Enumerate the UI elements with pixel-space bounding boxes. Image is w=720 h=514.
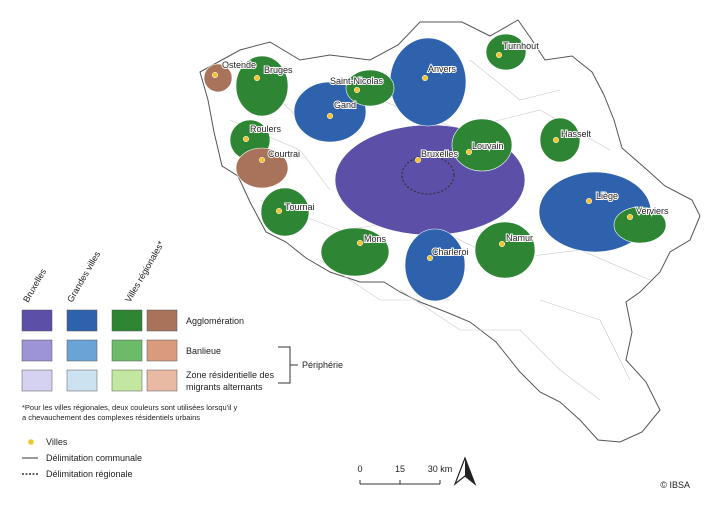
urban-zone bbox=[203, 63, 233, 93]
urban-zone bbox=[320, 227, 390, 277]
legend-swatch bbox=[146, 369, 178, 392]
scale-label: 0 bbox=[357, 464, 362, 474]
legend-swatch bbox=[21, 369, 53, 392]
legend-column-header: Villes régionales* bbox=[123, 239, 166, 304]
city-label: Turnhout bbox=[503, 41, 539, 51]
legend-row-label: Zone résidentielle des migrants alternant… bbox=[186, 370, 275, 392]
urban-zone bbox=[539, 117, 581, 163]
city-label: Ostende bbox=[222, 60, 256, 70]
legend: Bruxelles Grandes villes Villes régionales… bbox=[21, 239, 343, 479]
city-dot bbox=[421, 74, 429, 82]
city-dot bbox=[426, 254, 434, 262]
urban-zone bbox=[260, 187, 310, 237]
city-dot bbox=[353, 86, 361, 94]
city-label: Gand bbox=[334, 100, 356, 110]
scale-label: 15 bbox=[395, 464, 405, 474]
city-dot bbox=[356, 239, 364, 247]
symbol-label: Délimitation communale bbox=[46, 453, 142, 463]
legend-swatch bbox=[66, 339, 98, 362]
legend-swatch bbox=[21, 339, 53, 362]
legend-row-label: Agglomération bbox=[186, 316, 244, 326]
urban-zone bbox=[613, 206, 667, 244]
urban-zone bbox=[389, 37, 467, 127]
scale-label: 30 km bbox=[428, 464, 453, 474]
urban-zone bbox=[235, 147, 289, 189]
legend-swatch bbox=[66, 309, 98, 332]
city-label: Tournai bbox=[285, 202, 315, 212]
bracket-label: Périphérie bbox=[302, 360, 343, 370]
urban-zone bbox=[474, 221, 536, 279]
legend-swatch bbox=[66, 369, 98, 392]
city-label: Charleroi bbox=[432, 247, 469, 257]
city-label: Anvers bbox=[428, 64, 457, 74]
legend-swatch bbox=[146, 309, 178, 332]
city-dot bbox=[552, 136, 560, 144]
city-dot bbox=[585, 197, 593, 205]
city-label: Saint-Nicolas bbox=[330, 76, 384, 86]
city-label: Courtrai bbox=[268, 149, 300, 159]
legend-row-label: Banlieue bbox=[186, 346, 221, 356]
legend-swatch bbox=[21, 309, 53, 332]
city-label: Namur bbox=[506, 233, 533, 243]
city-label: Bruges bbox=[264, 65, 293, 75]
city-label: Liège bbox=[596, 191, 618, 201]
legend-swatch bbox=[111, 309, 143, 332]
urban-zone bbox=[451, 118, 513, 172]
city-dot bbox=[414, 156, 422, 164]
city-label: Hasselt bbox=[561, 129, 592, 139]
city-label: Mons bbox=[364, 234, 387, 244]
symbol-dot bbox=[28, 439, 34, 445]
city-dot bbox=[495, 51, 503, 59]
symbol-label: Délimitation régionale bbox=[46, 469, 133, 479]
city-dot bbox=[498, 240, 506, 248]
city-dot bbox=[626, 213, 634, 221]
city-dot bbox=[258, 156, 266, 164]
north-arrow-fill bbox=[465, 458, 475, 484]
city-dot bbox=[253, 74, 261, 82]
urban-zone bbox=[235, 55, 289, 117]
legend-column-header: Grandes villes bbox=[65, 249, 102, 304]
legend-swatch bbox=[111, 369, 143, 392]
city-label: Verviers bbox=[636, 206, 669, 216]
symbol-label: Villes bbox=[46, 437, 68, 447]
legend-swatch bbox=[111, 339, 143, 362]
footnote: *Pour les villes régionales, deux couleu… bbox=[22, 403, 238, 422]
city-dot bbox=[465, 148, 473, 156]
city-dot bbox=[326, 112, 334, 120]
bracket bbox=[278, 346, 298, 384]
credit: © IBSA bbox=[660, 480, 690, 490]
city-dot bbox=[242, 135, 250, 143]
legend-column-header: Bruxelles bbox=[21, 267, 48, 304]
urban-zone bbox=[485, 33, 527, 71]
city-label: Bruxelles bbox=[421, 149, 459, 159]
city-label: Roulers bbox=[250, 124, 282, 134]
city-dot bbox=[275, 207, 283, 215]
city-dot bbox=[211, 71, 219, 79]
city-label: Louvain bbox=[472, 141, 504, 151]
regional-boundary bbox=[401, 155, 455, 195]
urban-zone bbox=[404, 228, 466, 302]
urban-zone bbox=[293, 81, 367, 143]
map: Ostende Bruges Saint-Nicolas Anvers Turnhout… bbox=[199, 19, 701, 443]
urban-zone bbox=[345, 69, 395, 107]
legend-swatch bbox=[146, 339, 178, 362]
